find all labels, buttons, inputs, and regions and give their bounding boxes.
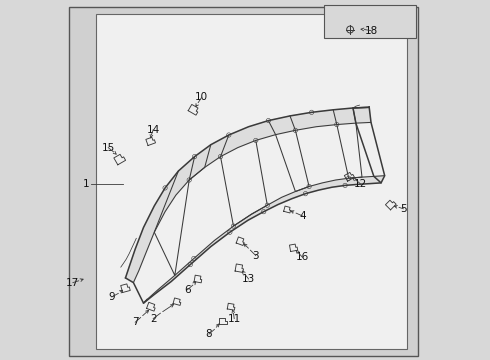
Text: 10: 10 xyxy=(195,92,208,102)
Text: 15: 15 xyxy=(101,143,115,153)
Text: 11: 11 xyxy=(227,314,241,324)
Text: 8: 8 xyxy=(206,329,212,339)
Text: 16: 16 xyxy=(296,252,309,262)
Text: 7: 7 xyxy=(132,317,139,327)
Text: 4: 4 xyxy=(299,211,306,221)
Text: 17: 17 xyxy=(66,278,79,288)
Polygon shape xyxy=(125,107,371,283)
Bar xyxy=(324,5,416,38)
Text: 14: 14 xyxy=(147,125,160,135)
Text: 9: 9 xyxy=(108,292,115,302)
Text: 5: 5 xyxy=(400,204,407,214)
Text: 18: 18 xyxy=(365,26,378,36)
Text: 6: 6 xyxy=(184,285,191,295)
Text: 1: 1 xyxy=(83,179,90,189)
Text: 2: 2 xyxy=(150,314,156,324)
Bar xyxy=(96,14,407,349)
Text: 13: 13 xyxy=(242,274,255,284)
Text: 12: 12 xyxy=(354,179,367,189)
Polygon shape xyxy=(144,176,385,303)
Text: 3: 3 xyxy=(252,251,259,261)
